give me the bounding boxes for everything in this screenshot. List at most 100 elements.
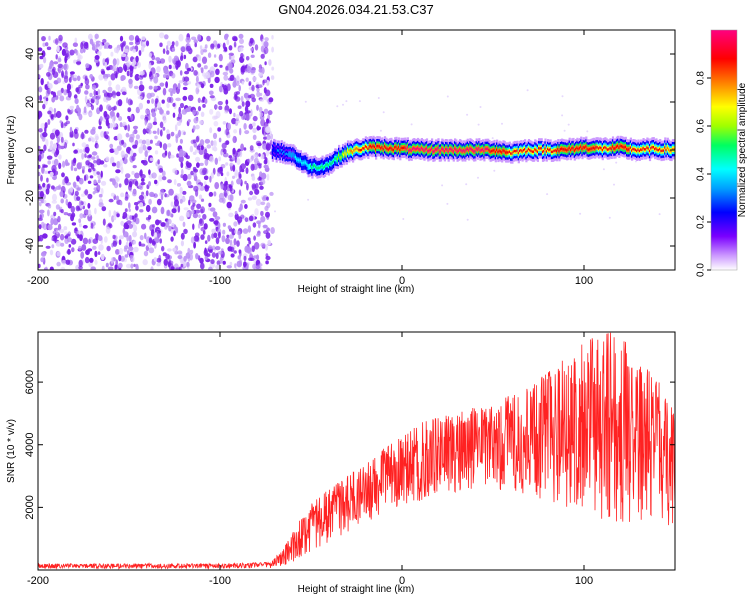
noise-speckle (226, 201, 232, 209)
noise-speckle (180, 161, 184, 169)
noise-speckle (238, 47, 244, 52)
trace-segment (494, 150, 497, 154)
noise-speckle (119, 200, 123, 206)
noise-speckle (217, 101, 223, 106)
spectrogram-x-label: Height of straight line (km) (298, 284, 415, 295)
noise-speckle (56, 251, 61, 257)
trace-segment (431, 147, 434, 150)
noise-speckle (155, 98, 159, 103)
noise-speckle (186, 45, 192, 52)
noise-speckle (250, 109, 253, 117)
noise-speckle (271, 46, 274, 53)
noise-speckle (214, 157, 218, 165)
noise-speckle (142, 128, 147, 135)
noise-speckle (258, 112, 264, 117)
noise-speckle (81, 152, 84, 160)
noise-speckle (126, 61, 131, 67)
noise-speckle (135, 205, 139, 211)
noise-speckle (218, 156, 222, 162)
noise-speckle (38, 110, 43, 118)
noise-speckle (153, 85, 158, 90)
noise-speckle (197, 223, 201, 229)
trace-segment (332, 159, 336, 163)
faint-speckle (586, 130, 589, 133)
snr-y-label: SNR (10 * v/v) (6, 419, 17, 483)
noise-speckle (209, 175, 212, 183)
noise-speckle (193, 172, 197, 178)
noise-speckle (47, 110, 52, 115)
noise-speckle (226, 234, 230, 238)
noise-speckle (39, 55, 44, 60)
trace-segment (428, 149, 431, 152)
noise-speckle (56, 90, 63, 97)
x-tick-label: -100 (209, 575, 231, 587)
noise-speckle (131, 155, 136, 162)
trace-segment (400, 146, 403, 149)
noise-speckle (202, 230, 206, 235)
noise-speckle (65, 198, 69, 206)
noise-speckle (199, 257, 204, 264)
noise-speckle (271, 66, 275, 71)
trace-segment (650, 147, 653, 150)
trace-segment (469, 147, 472, 150)
faint-speckle (441, 184, 444, 187)
noise-speckle (90, 128, 96, 135)
noise-speckle (213, 54, 217, 58)
noise-speckle (84, 95, 88, 103)
noise-speckle (169, 154, 175, 159)
trace-segment (576, 146, 579, 150)
noise-speckle (121, 41, 126, 46)
noise-speckle (116, 177, 120, 182)
trace-segment (378, 145, 381, 148)
noise-speckle (109, 148, 115, 153)
noise-speckle (141, 223, 147, 230)
trace-segment (418, 148, 421, 151)
noise-speckle (207, 52, 212, 58)
noise-speckle (97, 179, 101, 184)
noise-speckle (156, 60, 162, 64)
trace-segment (471, 149, 474, 152)
noise-speckle (157, 127, 160, 135)
colorbar-tick-label: 0.4 (696, 167, 707, 181)
noise-speckle (208, 191, 214, 197)
noise-speckle (44, 266, 48, 270)
noise-speckle (261, 196, 267, 202)
noise-speckle (192, 223, 195, 230)
noise-speckle (252, 127, 257, 133)
snr-x-label: Height of straight line (km) (298, 584, 415, 595)
noise-speckle (178, 155, 184, 163)
faint-speckle (477, 176, 479, 179)
noise-speckle (211, 146, 215, 151)
noise-speckle (120, 192, 125, 198)
noise-speckle (222, 42, 226, 50)
noise-speckle (262, 79, 265, 86)
noise-speckle (94, 55, 100, 60)
trace-segment (544, 147, 547, 150)
noise-speckle (143, 250, 149, 257)
noise-speckle (266, 173, 270, 181)
noise-speckle (51, 185, 55, 190)
noise-speckle (76, 75, 81, 82)
trace-segment (389, 147, 392, 150)
noise-speckle (251, 245, 255, 252)
noise-speckle (73, 131, 79, 139)
trace-segment (622, 145, 625, 148)
noise-speckle (134, 172, 140, 179)
trace-segment (403, 146, 406, 149)
trace-segment (587, 148, 590, 151)
noise-speckle (92, 238, 99, 244)
noise-speckle (46, 72, 51, 77)
noise-speckle (81, 244, 87, 251)
noise-speckle (260, 179, 266, 185)
noise-speckle (149, 92, 155, 98)
noise-speckle (217, 43, 221, 49)
noise-speckle (88, 33, 93, 41)
noise-speckle (246, 246, 252, 253)
noise-speckle (208, 207, 211, 211)
noise-speckle (200, 234, 205, 240)
x-tick-label: 100 (575, 575, 593, 587)
noise-speckle (89, 38, 94, 45)
noise-speckle (129, 215, 133, 220)
noise-speckle (88, 238, 91, 244)
noise-speckle (168, 225, 172, 232)
